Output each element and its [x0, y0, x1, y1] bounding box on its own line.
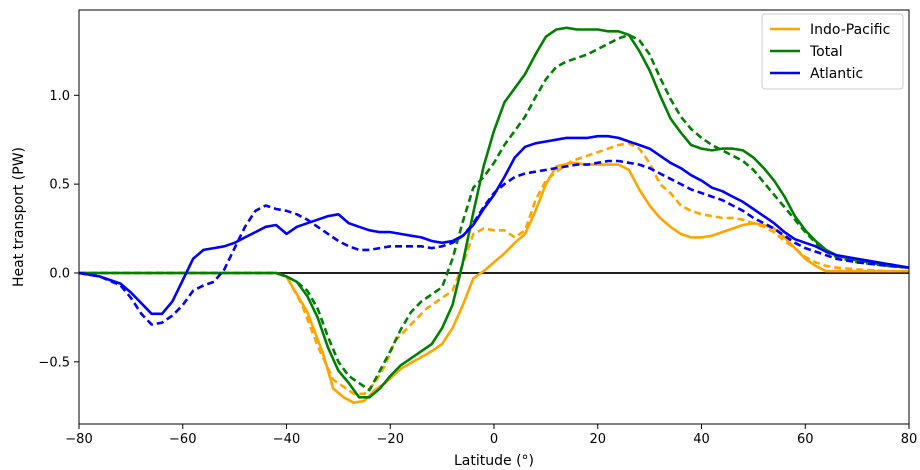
y-axis-label: Heat transport (PW) — [11, 147, 27, 287]
x-tick-label: 60 — [797, 432, 814, 447]
series-line-1 — [79, 142, 909, 396]
x-tick-label: 80 — [901, 432, 918, 447]
series-line-3 — [79, 33, 910, 392]
x-tick-label: 0 — [490, 432, 498, 447]
x-tick-label: −40 — [273, 432, 300, 447]
series-line-5 — [78, 159, 910, 326]
series-line-2 — [79, 26, 910, 399]
series-layer — [78, 26, 910, 405]
x-tick-label: −80 — [65, 432, 92, 447]
axes-layer: −80 −60 −40 −20 0 20 40 60 80 −0.5 0.0 0.5 1.0 — [38, 9, 918, 447]
x-tick-label: −60 — [169, 432, 196, 447]
x-axis-label: Latitude (°) — [454, 453, 534, 469]
series-line-0 — [79, 161, 909, 405]
legend-box — [761, 13, 904, 90]
legend-label: Indo-Pacific — [810, 22, 890, 38]
y-tick-label: 0.0 — [49, 266, 70, 281]
y-tick-label: 0.5 — [49, 178, 70, 193]
legend-label: Total — [809, 44, 843, 60]
x-tick-label: 40 — [693, 432, 710, 447]
legend-label: Atlantic — [810, 66, 863, 82]
y-tick-label: 1.0 — [49, 89, 70, 104]
x-tick-label: 20 — [589, 432, 606, 447]
legend: Indo-Pacific Total Atlantic — [761, 13, 904, 90]
y-tick-label: −0.5 — [38, 355, 70, 370]
x-tick-label: −20 — [377, 432, 404, 447]
